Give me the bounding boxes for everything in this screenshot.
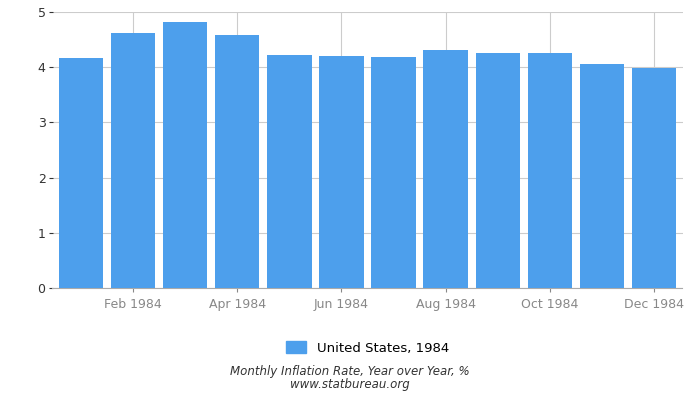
Text: www.statbureau.org: www.statbureau.org: [290, 378, 410, 391]
Bar: [372, 57, 416, 288]
Text: Monthly Inflation Rate, Year over Year, %: Monthly Inflation Rate, Year over Year, …: [230, 365, 470, 378]
Legend: United States, 1984: United States, 1984: [281, 336, 454, 360]
Bar: [111, 33, 155, 288]
Bar: [424, 50, 468, 288]
Bar: [319, 56, 363, 288]
Bar: [528, 53, 572, 288]
Bar: [267, 55, 312, 288]
Bar: [631, 68, 676, 288]
Bar: [580, 64, 624, 288]
Bar: [59, 58, 104, 288]
Bar: [163, 22, 207, 288]
Bar: [215, 35, 260, 288]
Bar: [475, 53, 520, 288]
